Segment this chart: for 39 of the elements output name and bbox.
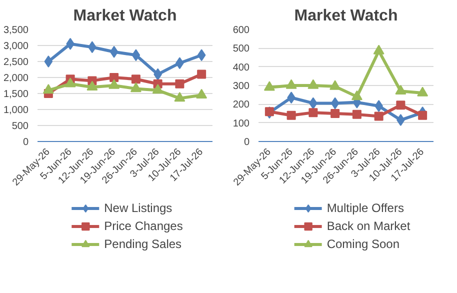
y-tick-label: 2,500 (3, 57, 29, 68)
legend-label: Coming Soon (326, 236, 400, 253)
y-tick-label: 3,500 (3, 25, 29, 36)
y-tick-label: 100 (232, 118, 250, 130)
point (132, 49, 140, 62)
point (42, 84, 54, 94)
y-tick-label: 0 (22, 137, 29, 148)
legend-label: Price Changes (104, 218, 183, 235)
y-tick-label: 500 (12, 121, 29, 132)
y-tick-label: 2,000 (3, 73, 29, 84)
y-tick-label: 200 (232, 100, 250, 111)
point (152, 84, 164, 94)
point (197, 49, 206, 62)
point (110, 46, 118, 58)
point (174, 92, 186, 102)
y-tick-label: 400 (232, 62, 250, 74)
point (130, 82, 142, 92)
y-tick-label: 3,000 (3, 41, 29, 52)
point (86, 80, 98, 90)
legend-label: New Listings (104, 200, 172, 217)
y-tick-label: 1,500 (3, 89, 29, 100)
legend-label: Pending Sales (104, 236, 182, 253)
point (131, 74, 140, 84)
point (175, 79, 184, 88)
y-tick-label: 0 (244, 137, 250, 148)
point (44, 56, 53, 68)
chart-title: Market Watch (73, 8, 177, 24)
point (64, 78, 76, 88)
point (197, 70, 206, 79)
point (196, 88, 208, 98)
point (110, 73, 119, 82)
legend-label: Back on Market (326, 218, 410, 235)
point (108, 79, 120, 89)
y-tick-label: 600 (232, 25, 250, 36)
y-tick-label: 1,000 (3, 105, 29, 116)
y-tick-label: 500 (232, 44, 250, 55)
y-tick-label: 300 (232, 81, 250, 92)
chart-title: Market Watch (294, 8, 398, 24)
legend-label: Multiple Offers (326, 200, 404, 217)
